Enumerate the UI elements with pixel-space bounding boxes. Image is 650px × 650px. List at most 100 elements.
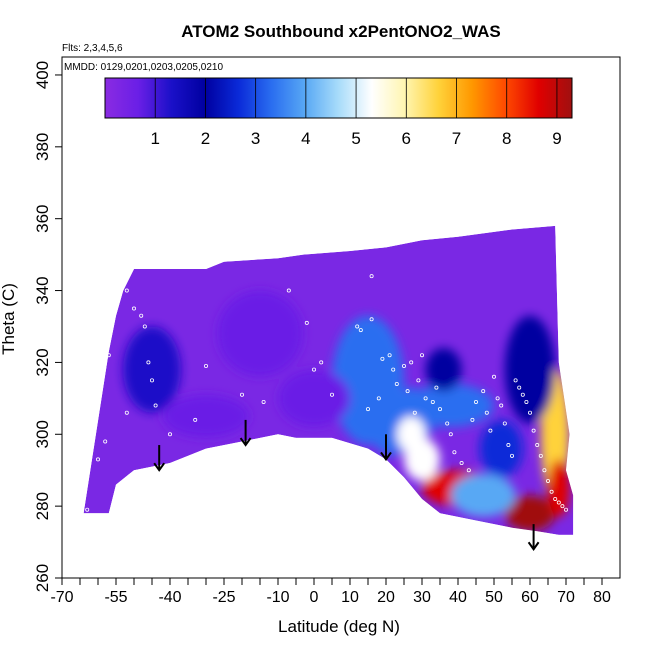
observation-point	[304, 320, 309, 325]
observation-point	[556, 500, 561, 505]
heatmap-patch	[123, 326, 181, 413]
x-tick-label: 10	[341, 589, 359, 606]
x-tick-label: 70	[557, 589, 575, 606]
observation-point	[149, 378, 154, 383]
observation-point	[286, 288, 291, 293]
observation-point	[193, 417, 198, 422]
y-tick-label: 280	[33, 492, 52, 520]
y-tick-label: 380	[33, 133, 52, 161]
observation-point	[491, 374, 496, 379]
observation-point	[203, 364, 208, 369]
observation-point	[546, 478, 551, 483]
x-tick-label: 60	[521, 589, 539, 606]
observation-point	[369, 274, 374, 279]
x-tick-label: -10	[266, 589, 289, 606]
observation-point	[124, 410, 129, 415]
observation-point	[528, 410, 533, 415]
observation-point	[531, 428, 536, 433]
observation-points	[78, 274, 569, 512]
colorbar-tick-label: 1	[150, 129, 159, 148]
heatmap-patch	[479, 419, 523, 478]
observation-point	[391, 367, 396, 372]
colorbar-tick-label: 4	[301, 129, 310, 148]
observation-point	[394, 381, 399, 386]
colorbar: 1 2 3 4 5 6 7 8 9	[104, 77, 573, 148]
observation-point	[473, 399, 478, 404]
heatmap-patch	[407, 383, 494, 428]
observation-point	[387, 353, 392, 358]
observation-point	[513, 378, 518, 383]
colorbar-tick-label: 7	[452, 129, 461, 148]
heatmap-patch	[332, 315, 404, 446]
observation-point	[124, 288, 129, 293]
x-tick-label: -25	[212, 589, 235, 606]
observation-point	[146, 360, 151, 365]
flight-arrow	[153, 445, 166, 472]
observation-point	[488, 428, 493, 433]
observation-point	[437, 407, 442, 412]
heatmap-patch	[396, 416, 426, 453]
observation-point	[434, 385, 439, 390]
y-axis-label: Theta (C)	[0, 283, 18, 355]
observation-point	[466, 468, 471, 473]
observation-point	[517, 385, 522, 390]
observation-point	[369, 317, 374, 322]
observation-point	[185, 461, 190, 466]
observation-point	[452, 450, 457, 455]
colorbar-tick-label: 2	[201, 129, 210, 148]
x-tick-label: 80	[593, 589, 611, 606]
observation-point	[481, 389, 486, 394]
observation-point	[520, 392, 525, 397]
observation-point	[448, 432, 453, 437]
observation-point	[423, 396, 428, 401]
observation-point	[239, 392, 244, 397]
flight-arrow	[380, 434, 392, 462]
observation-point	[365, 407, 370, 412]
observation-point	[96, 457, 101, 462]
x-tick-label: 30	[413, 589, 431, 606]
colorbar-ramp	[104, 77, 573, 119]
dates-subtitle: MMDD: 0129,0201,0203,0205,0210	[64, 62, 223, 73]
observation-point	[85, 507, 90, 512]
observation-point	[380, 356, 385, 361]
x-tick-label: -40	[158, 589, 181, 606]
observation-point	[401, 364, 406, 369]
x-tick-label: 20	[377, 589, 395, 606]
observation-point	[524, 399, 529, 404]
observation-point	[560, 504, 565, 509]
observation-point	[103, 439, 108, 444]
heatmap-patch	[425, 348, 462, 392]
heatmap-patch	[548, 459, 570, 517]
observation-point	[139, 313, 144, 318]
x-axis-label: Latitude (deg N)	[278, 617, 400, 636]
observation-point	[419, 353, 424, 358]
y-tick-label: 360	[33, 205, 52, 233]
colorbar-tick-label: 3	[251, 129, 260, 148]
heatmap-patch	[504, 315, 556, 424]
colorbar-tick-label: 8	[502, 129, 511, 148]
observation-point	[131, 306, 136, 311]
observation-point	[495, 396, 500, 401]
observation-point	[405, 389, 410, 394]
observation-point	[355, 324, 360, 329]
observation-point	[81, 486, 86, 491]
heatmap-patch	[450, 473, 516, 517]
observation-point	[549, 489, 554, 494]
colorbar-tick-label: 6	[402, 129, 411, 148]
chart-title: ATOM2 Southbound x2PentONO2_WAS	[181, 22, 501, 41]
observation-point	[142, 324, 147, 329]
observation-point	[329, 392, 334, 397]
x-tick-label: 0	[310, 589, 319, 606]
heatmap-patch	[278, 369, 350, 428]
observation-point	[538, 453, 543, 458]
observation-point	[470, 417, 475, 422]
observation-point	[135, 489, 140, 494]
observation-point	[106, 353, 111, 358]
observation-point	[430, 399, 435, 404]
observation-point	[261, 399, 266, 404]
observation-point	[319, 360, 324, 365]
flight-arrows	[153, 419, 540, 551]
x-tick-label: -55	[104, 589, 127, 606]
heatmap-field	[83, 225, 574, 535]
heatmap-patch	[504, 495, 556, 532]
